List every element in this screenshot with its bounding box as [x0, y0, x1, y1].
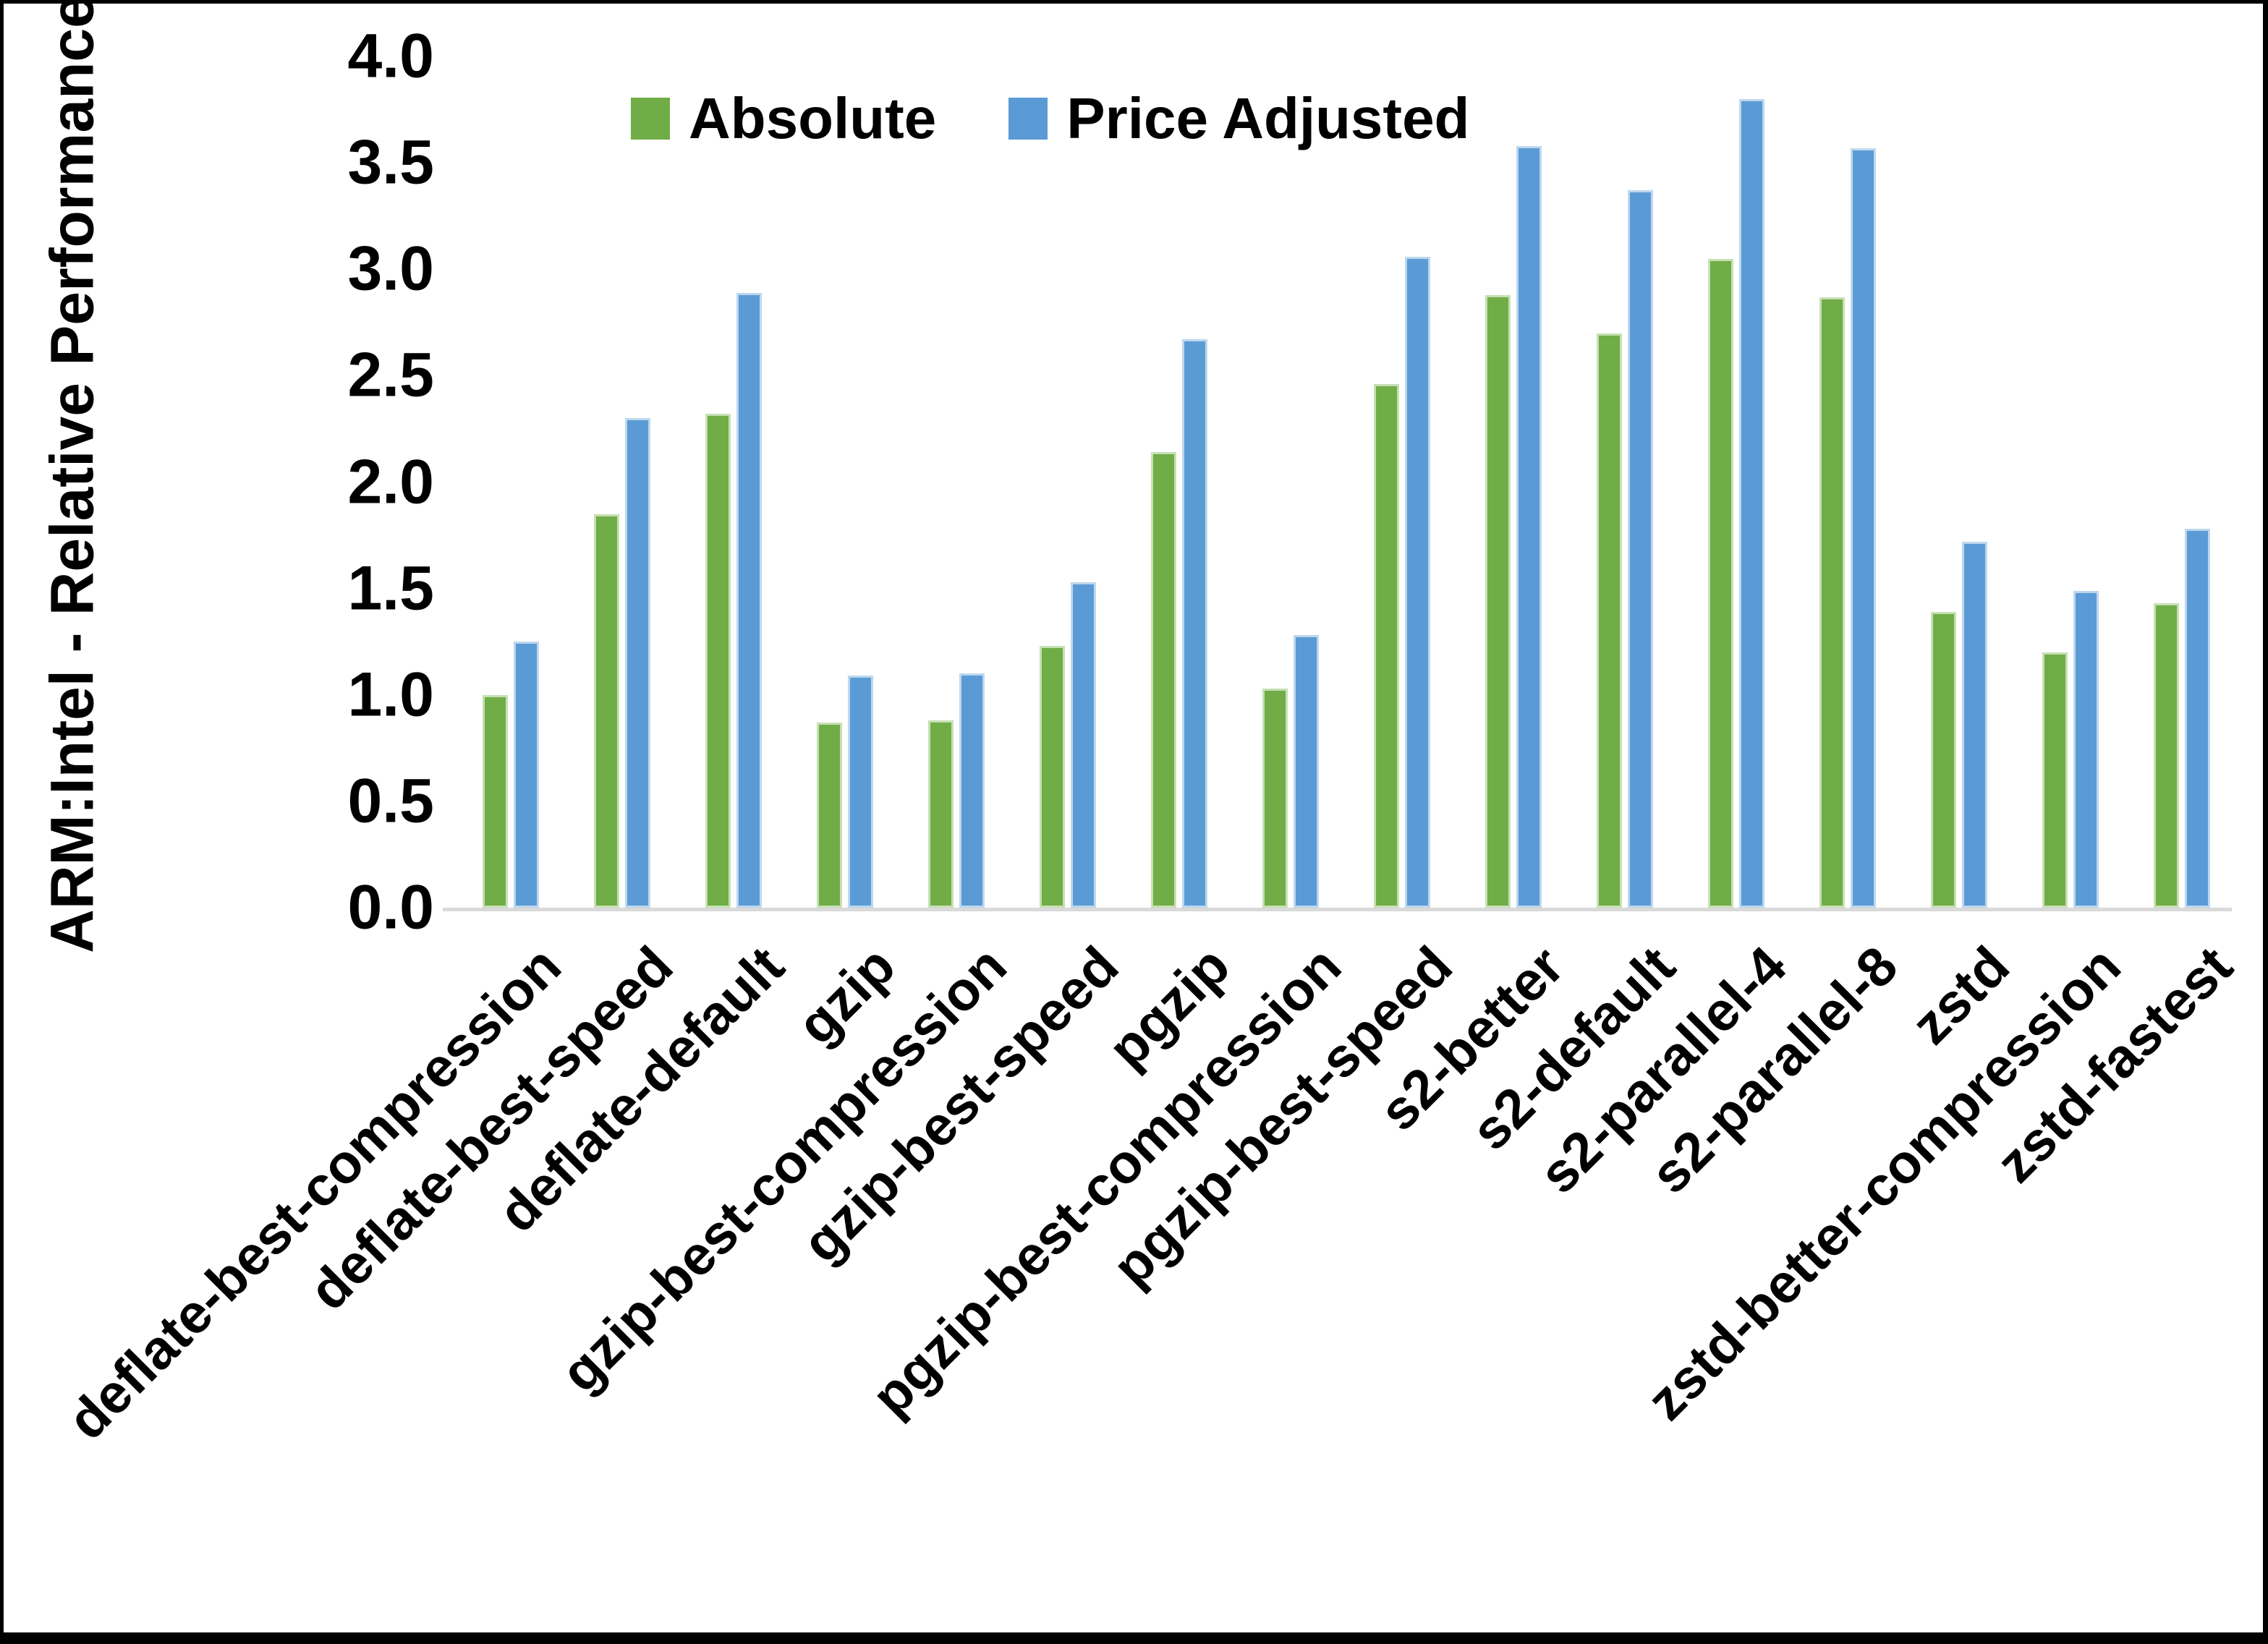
bar-price-adjusted-s2-better	[1516, 146, 1542, 908]
y-tick-4.0: 4.0	[347, 21, 434, 91]
bar-price-adjusted-zstd-fastest	[2185, 529, 2210, 908]
legend-label: Absolute	[689, 86, 937, 150]
bar-absolute-gzip	[817, 723, 842, 908]
y-axis-title: ARM:Intel - Relative Performance	[38, 0, 106, 953]
bar-absolute-pgzip	[1151, 452, 1176, 908]
bar-price-adjusted-gzip-best-compression	[959, 673, 985, 908]
y-tick-3.5: 3.5	[347, 127, 434, 197]
legend-swatch-icon	[1008, 98, 1048, 140]
y-tick-3.0: 3.0	[347, 234, 434, 304]
bar-price-adjusted-zstd	[1962, 542, 1987, 908]
bar-absolute-s2-default	[1597, 333, 1622, 908]
legend-swatch-icon	[631, 98, 670, 140]
bar-price-adjusted-zstd-better-compression	[2073, 591, 2099, 908]
bar-absolute-deflate-best-speed	[594, 514, 619, 908]
bar-absolute-pgzip-best-compression	[1262, 689, 1288, 908]
bar-price-adjusted-s2-parallel-8	[1851, 148, 1876, 908]
bar-price-adjusted-deflate-best-compression	[514, 642, 539, 908]
y-tick-2.0: 2.0	[347, 447, 434, 516]
bar-absolute-s2-better	[1485, 295, 1511, 908]
bar-absolute-gzip-best-compression	[928, 720, 954, 908]
y-tick-0.5: 0.5	[347, 766, 434, 836]
x-axis-line	[443, 908, 2232, 911]
legend-label: Price Adjusted	[1066, 86, 1470, 150]
bar-absolute-pgzip-best-speed	[1374, 384, 1399, 908]
bar-price-adjusted-deflate-default	[736, 293, 762, 908]
legend: Absolute Price Adjusted	[631, 85, 1469, 152]
legend-entry-price-adjusted: Price Adjusted	[1008, 85, 1469, 152]
bar-price-adjusted-deflate-best-speed	[625, 418, 650, 908]
bar-absolute-s2-parallel-4	[1708, 259, 1733, 908]
bar-price-adjusted-s2-parallel-4	[1739, 99, 1764, 908]
y-tick-2.5: 2.5	[347, 340, 434, 410]
bar-absolute-zstd-better-compression	[2042, 652, 2068, 908]
bar-absolute-gzip-best-speed	[1040, 646, 1065, 908]
bar-absolute-zstd	[1931, 612, 1956, 908]
y-tick-0.0: 0.0	[347, 872, 434, 942]
bar-absolute-deflate-best-compression	[483, 695, 508, 908]
y-tick-1.5: 1.5	[347, 553, 434, 623]
bar-price-adjusted-pgzip	[1182, 339, 1207, 908]
bar-price-adjusted-s2-default	[1628, 190, 1653, 908]
bar-price-adjusted-pgzip-best-compression	[1294, 635, 1319, 908]
bar-price-adjusted-gzip	[848, 676, 873, 908]
bar-price-adjusted-pgzip-best-speed	[1405, 257, 1430, 908]
bar-absolute-zstd-fastest	[2154, 603, 2179, 908]
y-tick-1.0: 1.0	[347, 660, 434, 730]
bar-price-adjusted-gzip-best-speed	[1071, 582, 1096, 908]
legend-entry-absolute: Absolute	[631, 85, 936, 152]
bar-absolute-deflate-default	[705, 414, 731, 908]
bar-absolute-s2-parallel-8	[1819, 297, 1845, 908]
